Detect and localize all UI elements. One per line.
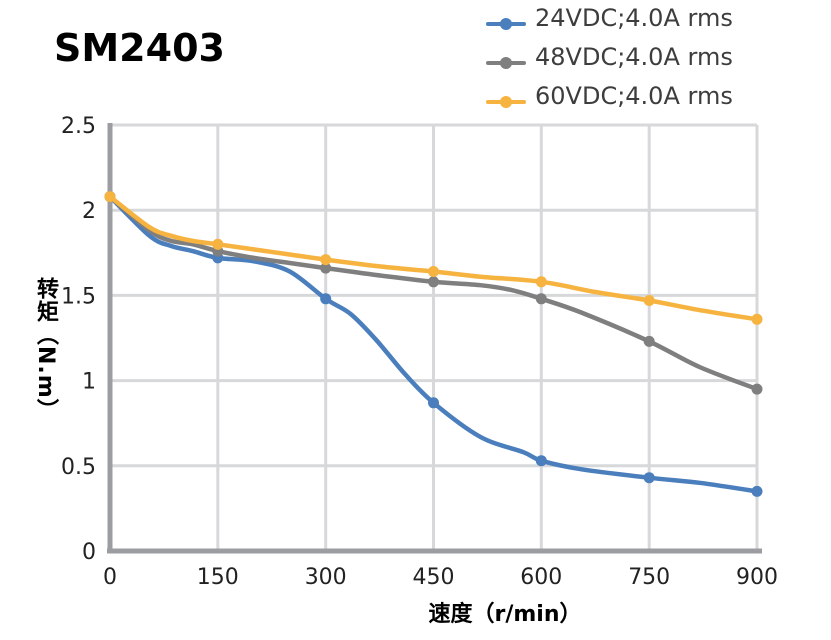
data-point-marker [320,254,332,266]
data-point-marker [535,276,547,288]
tick-labels: 0 150 300 450 600 750 900 0 0.5 1 1.5 2 2.5 [61,114,778,590]
legend-label-24vdc: 24VDC;4.0A rms [535,4,733,32]
series-60VDC;4.0A rms [104,191,763,325]
legend-marker-48vdc-icon [486,57,526,69]
x-tick-label: 300 [305,565,347,590]
legend-dot [500,96,512,108]
data-point-marker [535,455,547,467]
legend-marker-60vdc-icon [486,96,526,108]
legend-label-48vdc: 48VDC;4.0A rms [535,43,733,71]
series-48VDC;4.0A rms [104,191,763,395]
data-point-marker [428,266,439,277]
series-line [107,194,760,392]
series-line [107,194,760,494]
y-tick-label: 2 [82,199,96,224]
data-point-marker [212,238,224,250]
legend-dot [500,57,512,69]
x-tick-label: 900 [736,565,778,590]
y-tick-label: 1 [82,370,96,395]
data-point-marker [751,383,763,395]
legend-item-48vdc: 48VDC;4.0A rms [486,41,733,73]
data-point-marker [320,262,332,274]
y-tick-label: 1.5 [61,284,96,309]
x-axis-title: 速度（r/min） [428,602,582,627]
data-point-marker [643,295,655,306]
gridlines [108,123,759,551]
data-point-marker [535,293,547,305]
data-point-marker [643,335,655,347]
data-point-marker [751,313,763,325]
y-tick-label: 0 [82,540,96,565]
x-tick-label: 0 [103,565,117,590]
x-tick-label: 150 [197,565,239,590]
y-tick-label: 2.5 [61,114,96,139]
legend-item-60vdc: 60VDC;4.0A rms [486,80,733,112]
data-point-marker [751,485,763,497]
data-point-marker [643,472,655,484]
legend-marker-24vdc-icon [486,18,526,30]
legend-dot [500,18,512,30]
data-point-marker [428,397,439,409]
data-point-marker [320,293,332,305]
data-point-marker [428,276,439,288]
legend-item-24vdc: 24VDC;4.0A rms [486,2,733,34]
series-line [107,194,760,322]
x-tick-label: 750 [628,565,670,590]
legend: 24VDC;4.0A rms 48VDC;4.0A rms 60VDC;4.0A… [486,2,733,112]
y-tick-label: 0.5 [61,455,96,480]
x-tick-label: 600 [520,565,562,590]
x-tick-label: 450 [413,565,455,590]
legend-label-60vdc: 60VDC;4.0A rms [535,82,733,110]
data-point-marker [104,191,116,203]
y-axis-title: 转矩（N.m） [33,277,58,422]
chart-title: SM2403 [54,26,225,70]
